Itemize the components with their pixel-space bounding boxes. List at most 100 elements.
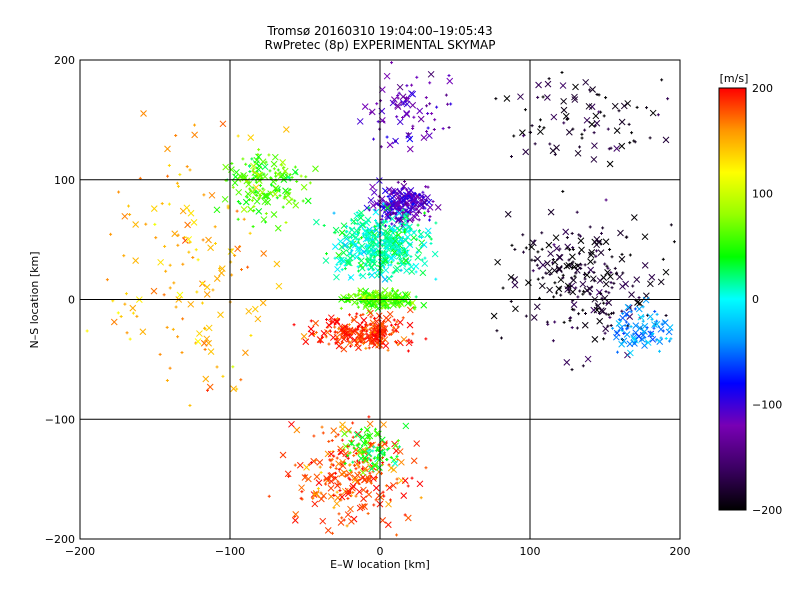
- data-point-x: [517, 93, 524, 101]
- data-point-plus: [615, 350, 619, 354]
- data-point-plus: [398, 445, 402, 449]
- data-point-plus: [425, 104, 429, 108]
- data-point-plus: [394, 329, 398, 333]
- data-point-plus: [380, 306, 384, 310]
- data-point-plus: [372, 503, 376, 507]
- data-point-plus: [548, 142, 552, 146]
- data-point-plus: [340, 516, 344, 520]
- data-point-x: [327, 493, 335, 500]
- data-point-x: [384, 213, 392, 221]
- data-point-x: [602, 325, 609, 333]
- data-point-x: [410, 234, 418, 242]
- data-point-x: [384, 521, 392, 529]
- data-point-x: [406, 145, 414, 153]
- data-point-x: [392, 266, 400, 274]
- data-point-x: [623, 331, 631, 338]
- data-point-plus: [168, 286, 172, 290]
- data-point-x: [618, 340, 626, 348]
- data-point-plus: [384, 252, 388, 256]
- data-point-x: [340, 345, 348, 353]
- data-point-plus: [604, 198, 608, 202]
- data-point-plus: [395, 477, 399, 481]
- data-point-x: [275, 282, 283, 290]
- data-point-plus: [578, 145, 582, 149]
- data-point-plus: [609, 281, 613, 285]
- data-point-x: [338, 256, 345, 264]
- data-point-x: [545, 241, 553, 249]
- data-point-plus: [355, 233, 359, 237]
- data-point-x: [202, 375, 210, 383]
- data-point-plus: [355, 211, 359, 215]
- data-point-plus: [413, 192, 417, 196]
- x-tick-label: 200: [670, 545, 691, 558]
- data-point-x: [519, 129, 526, 137]
- data-point-x: [350, 218, 358, 225]
- data-point-x: [320, 492, 327, 500]
- data-point-x: [581, 321, 589, 329]
- data-point-x: [633, 276, 641, 283]
- data-point-plus: [431, 199, 435, 203]
- data-point-plus: [428, 81, 432, 85]
- data-point-plus: [420, 235, 424, 239]
- data-point-plus: [406, 484, 410, 488]
- data-point-plus: [414, 295, 418, 299]
- data-point-plus: [637, 296, 641, 300]
- data-point-x: [357, 209, 365, 217]
- data-point-x: [399, 93, 407, 101]
- data-point-x: [411, 213, 419, 221]
- colorbar-tick-label: 200: [752, 82, 773, 95]
- data-point-x: [384, 238, 391, 246]
- data-point-plus: [181, 262, 185, 266]
- data-point-x: [434, 203, 442, 211]
- data-point-plus: [350, 249, 354, 253]
- data-point-x: [347, 505, 354, 513]
- data-point-x: [337, 448, 345, 456]
- x-axis-label: E–W location [km]: [330, 558, 430, 571]
- data-point-plus: [365, 329, 369, 333]
- data-point-x: [553, 245, 561, 252]
- data-point-x: [613, 329, 621, 337]
- data-point-x: [600, 274, 608, 281]
- data-point-x: [347, 274, 355, 281]
- data-point-plus: [334, 466, 338, 470]
- data-point-plus: [386, 306, 390, 310]
- data-point-x: [331, 243, 339, 250]
- data-point-plus: [393, 302, 397, 306]
- data-point-x: [247, 134, 255, 141]
- data-point-x: [396, 188, 404, 196]
- data-point-x: [381, 275, 389, 283]
- data-point-x: [578, 246, 585, 254]
- data-point-x: [368, 108, 376, 116]
- data-point-x: [388, 215, 396, 223]
- data-point-plus: [337, 512, 341, 516]
- data-point-x: [407, 206, 414, 213]
- data-point-plus: [426, 112, 430, 116]
- data-point-plus: [230, 273, 234, 277]
- data-point-x: [397, 235, 404, 243]
- data-point-x: [351, 241, 359, 249]
- data-point-plus: [426, 185, 430, 189]
- data-point-plus: [109, 232, 113, 236]
- data-point-x: [431, 250, 439, 258]
- data-point-plus: [304, 175, 308, 179]
- data-point-plus: [625, 235, 629, 239]
- data-point-plus: [340, 438, 344, 442]
- data-point-x: [588, 121, 596, 128]
- data-point-plus: [416, 223, 420, 227]
- data-point-x: [285, 198, 293, 206]
- data-point-x: [259, 299, 267, 307]
- data-point-plus: [367, 239, 371, 243]
- data-point-plus: [334, 435, 338, 439]
- data-point-plus: [641, 314, 645, 318]
- data-point-plus: [424, 466, 428, 470]
- data-point-x: [315, 479, 323, 487]
- data-point-plus: [290, 175, 294, 179]
- data-point-plus: [433, 118, 437, 122]
- data-point-plus: [367, 346, 371, 350]
- data-point-x: [382, 314, 390, 322]
- data-point-plus: [401, 316, 405, 320]
- data-point-x: [400, 336, 408, 343]
- data-point-plus: [332, 506, 336, 510]
- data-point-x: [534, 255, 541, 263]
- data-point-plus: [574, 271, 578, 275]
